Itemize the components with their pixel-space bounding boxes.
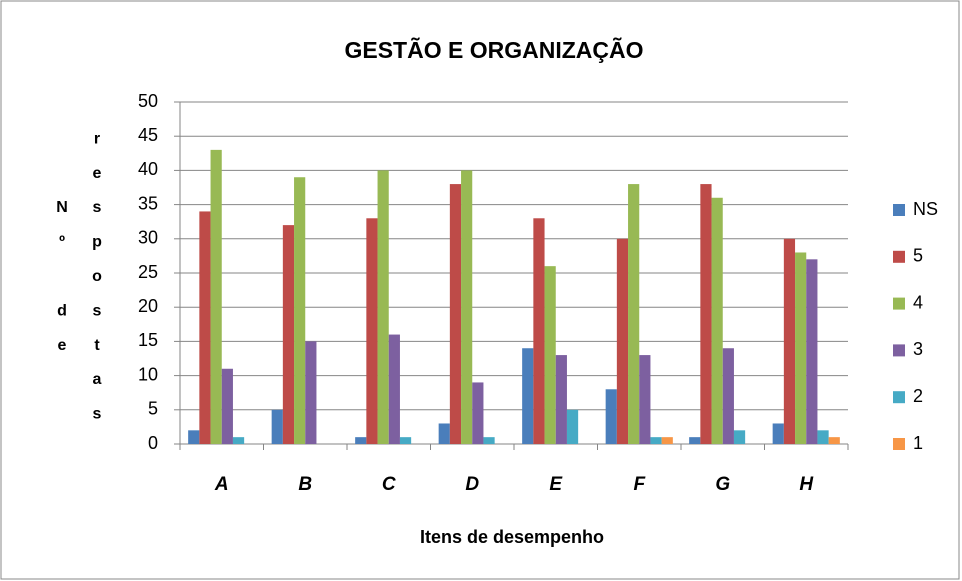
y-tick-label: 5 bbox=[148, 399, 158, 419]
bar bbox=[377, 170, 389, 444]
y-tick-label: 20 bbox=[138, 296, 158, 316]
y-tick-label: 0 bbox=[148, 433, 158, 453]
bar bbox=[639, 355, 651, 444]
bar bbox=[355, 437, 367, 444]
legend-swatch bbox=[893, 391, 905, 404]
y-tick-label: 25 bbox=[138, 262, 158, 282]
legend-label: 3 bbox=[913, 339, 923, 359]
bar bbox=[711, 197, 723, 444]
bar bbox=[689, 437, 701, 444]
legend-swatch bbox=[893, 438, 905, 450]
chart-title: GESTÃO E ORGANIZAÇÃO bbox=[344, 36, 643, 63]
bar bbox=[544, 266, 556, 444]
bar bbox=[806, 259, 818, 444]
bar bbox=[722, 348, 734, 444]
x-tick-label: E bbox=[549, 474, 563, 495]
bar bbox=[628, 184, 640, 444]
bar bbox=[650, 437, 662, 444]
bar bbox=[483, 437, 495, 444]
bar bbox=[661, 437, 673, 444]
y-tick-label: 15 bbox=[138, 330, 158, 350]
legend-label: NS bbox=[913, 199, 938, 219]
legend-label: 2 bbox=[913, 386, 923, 406]
bar bbox=[294, 177, 306, 445]
x-axis-title: Itens de desempenho bbox=[420, 527, 604, 547]
y-tick-label: 10 bbox=[138, 364, 158, 384]
y-tick-label: 30 bbox=[138, 228, 158, 248]
bar bbox=[221, 368, 233, 444]
bar bbox=[783, 238, 796, 444]
x-tick-label: C bbox=[382, 474, 396, 495]
bar bbox=[305, 341, 317, 444]
legend-swatch bbox=[893, 250, 905, 263]
bar bbox=[828, 437, 840, 444]
bar bbox=[772, 423, 784, 444]
bar bbox=[449, 184, 462, 444]
bar bbox=[438, 423, 450, 444]
x-tick-label: B bbox=[298, 474, 312, 495]
bar bbox=[795, 252, 807, 444]
bar bbox=[210, 149, 222, 444]
y-tick-label: 35 bbox=[138, 193, 158, 213]
bar bbox=[817, 430, 829, 444]
x-tick-label: D bbox=[465, 474, 479, 495]
bar bbox=[605, 389, 617, 444]
bar bbox=[199, 211, 211, 444]
y-tick-label: 50 bbox=[138, 91, 158, 111]
bar bbox=[366, 218, 378, 444]
bar bbox=[733, 430, 746, 444]
x-tick-label: H bbox=[799, 474, 814, 495]
bar bbox=[522, 348, 534, 444]
x-tick-label: A bbox=[214, 474, 229, 495]
bar bbox=[533, 218, 545, 444]
x-tick-label: G bbox=[715, 474, 730, 495]
bar bbox=[399, 437, 412, 444]
legend-label: 5 bbox=[913, 246, 923, 266]
y-tick-label: 40 bbox=[138, 159, 158, 179]
bar bbox=[700, 184, 712, 444]
legend-swatch bbox=[893, 204, 905, 216]
y-tick-label: 45 bbox=[138, 125, 158, 145]
bar bbox=[566, 409, 579, 444]
bar bbox=[472, 382, 484, 444]
legend-label: 1 bbox=[913, 433, 923, 453]
bar bbox=[461, 170, 473, 444]
bar bbox=[188, 430, 200, 444]
bar bbox=[616, 238, 629, 444]
bar bbox=[282, 225, 295, 444]
bar bbox=[232, 437, 245, 444]
legend-swatch bbox=[893, 297, 905, 310]
bar bbox=[555, 355, 567, 444]
legend-swatch bbox=[893, 344, 905, 357]
legend-label: 4 bbox=[913, 292, 923, 312]
x-tick-label: F bbox=[633, 474, 646, 495]
bar bbox=[388, 334, 400, 444]
bar bbox=[271, 409, 283, 444]
